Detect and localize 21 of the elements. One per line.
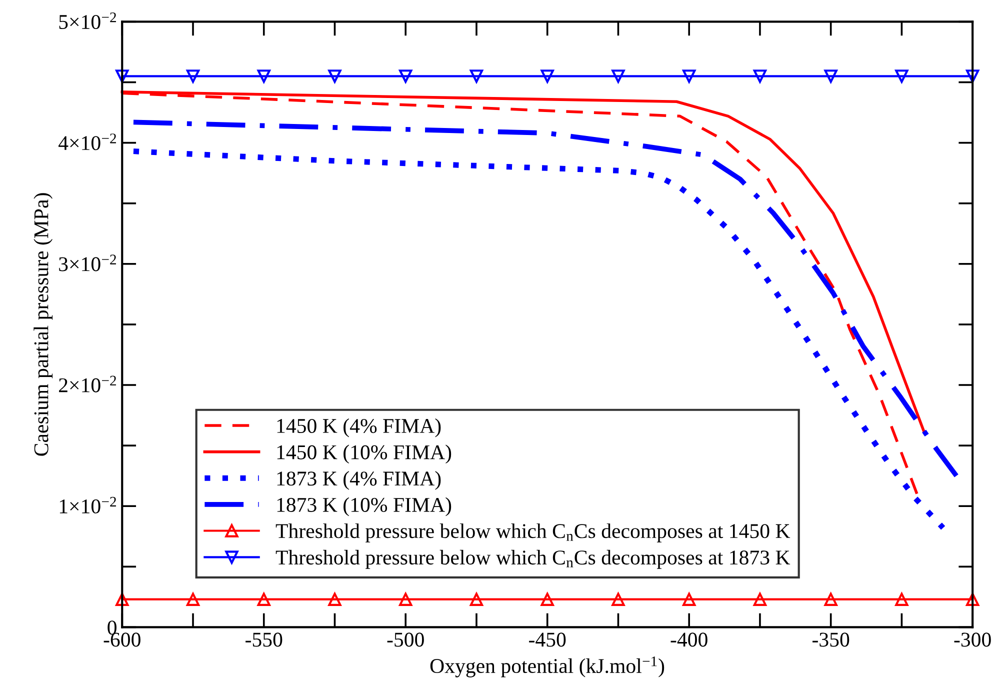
y-tick-label: 4×10$^{−2}$ [58, 134, 116, 150]
y-tick-label: 3×10$^{−2}$ [59, 254, 116, 272]
x-tick-label: -450 [529, 632, 566, 647]
x-tick-label: -400 [670, 632, 708, 647]
x-tick-label: -550 [246, 632, 282, 647]
y-tick-label: 5×10$^{−2}$ [59, 12, 116, 30]
legend-label: Threshold pressure below which C$_{n}$Cs decomposes at 1873 K [276, 550, 790, 569]
legend-label: Threshold pressure below which C$_{n}$Cs decomposes at 1450 K [276, 523, 790, 542]
legend-label: 1450 K (10% FIMA) [277, 444, 452, 464]
legend-label: 1450 K (4% FIMA) [277, 418, 441, 438]
x-tick-label: -500 [387, 632, 424, 647]
x-axis-title: Oxygen potential (kJ.mol$^{−1}$) [430, 656, 664, 678]
legend-label: 1873 K (10% FIMA) [277, 497, 452, 516]
legend-label: 1873 K (4% FIMA) [277, 470, 441, 490]
y-tick-label: 2×10$^{−2}$ [59, 376, 116, 392]
x-tick-label: -350 [812, 632, 850, 647]
y-axis-title: Caesium partial pressure (MPa) [34, 193, 53, 456]
y-tick-label: 1×10$^{−2}$ [60, 496, 116, 514]
y-tick-label: 0 [108, 620, 116, 635]
x-tick-label: -600 [104, 632, 140, 647]
x-tick-label: -300 [954, 632, 991, 647]
